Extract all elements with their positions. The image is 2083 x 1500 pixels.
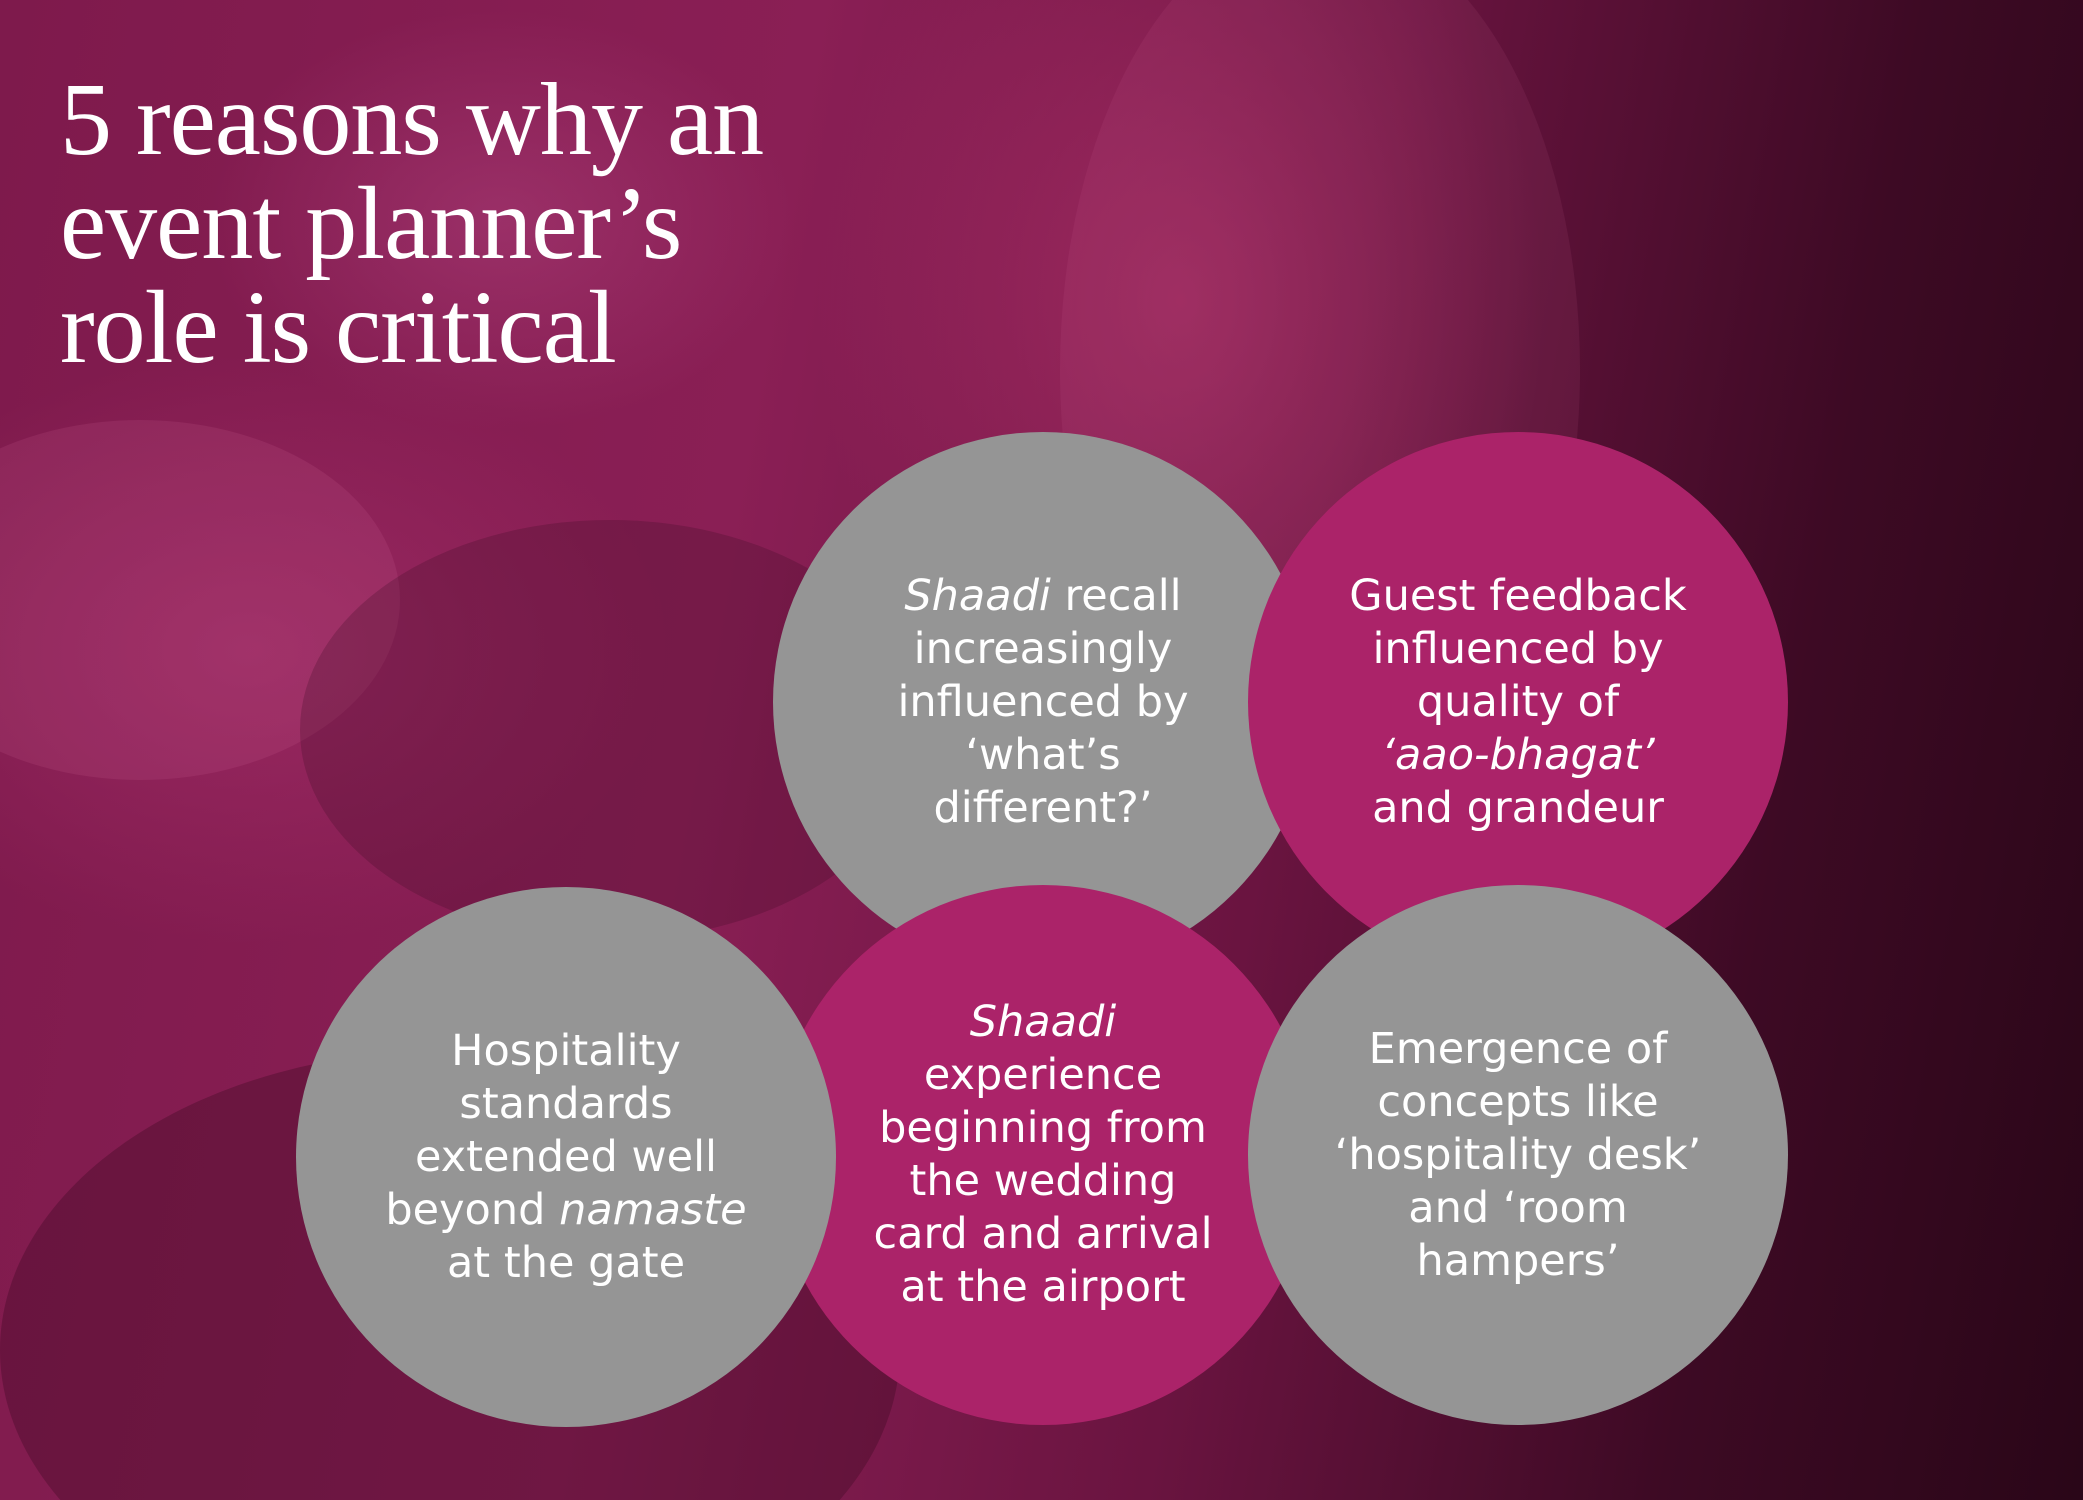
title-line-3: role is critical [60, 270, 617, 385]
reason-line: extended well [415, 1131, 717, 1182]
reason-line-text: recall [1050, 570, 1182, 621]
reason-line: card and arrival [873, 1209, 1213, 1259]
reason-text: Emergence of concepts like ‘hospitality … [1335, 1023, 1702, 1288]
reason-line: Shaadi recall [897, 570, 1188, 623]
reason-line: beginning from [879, 1103, 1207, 1153]
reason-line: hampers’ [1416, 1235, 1620, 1286]
reason-line: the wedding [909, 1156, 1177, 1206]
reason-circle-shaadi-experience: Shaadi experience beginning from the wed… [773, 885, 1313, 1425]
reason-italic-word: Shaadi [969, 997, 1117, 1047]
reason-text: Shaadi experience beginning from the wed… [873, 996, 1212, 1314]
reason-line: Hospitality [451, 1025, 681, 1076]
reason-circle-guest-feedback: Guest feedback influenced by quality of … [1248, 432, 1788, 972]
reason-line: standards [459, 1078, 673, 1129]
reason-circle-hospitality-standards: Hospitality standards extended well beyo… [296, 887, 836, 1427]
reason-line-text: beyond [385, 1184, 560, 1235]
reason-line: Shaadi [873, 996, 1212, 1049]
reason-text: Guest feedback influenced by quality of … [1349, 570, 1687, 835]
reason-line: Guest feedback [1349, 570, 1687, 621]
reason-line: concepts like [1377, 1076, 1659, 1127]
reason-line: beyond namaste [385, 1184, 746, 1237]
reason-italic-word: ‘aao-bhagat’ [1381, 729, 1655, 780]
reason-line: experience [923, 1050, 1163, 1100]
reason-text: Hospitality standards extended well beyo… [385, 1025, 746, 1290]
title-line-1: 5 reasons why an [60, 62, 764, 177]
reason-line: and grandeur [1372, 782, 1664, 833]
reason-line: at the airport [900, 1262, 1186, 1312]
reason-line: different?’ [933, 782, 1153, 833]
reason-line: Emergence of [1368, 1023, 1668, 1074]
reason-italic-word: Shaadi [904, 570, 1051, 621]
reason-circle-hospitality-desk: Emergence of concepts like ‘hospitality … [1248, 885, 1788, 1425]
reason-line: influenced by [1372, 623, 1664, 674]
reason-line: quality of [1416, 676, 1620, 727]
reason-line: ‘what’s [965, 729, 1121, 780]
reason-circle-shaadi-recall: Shaadi recall increasingly influenced by… [773, 432, 1313, 972]
reason-line: and ‘room [1408, 1182, 1628, 1233]
reason-italic-word: namaste [559, 1184, 747, 1235]
title-line-2: event planner’s [60, 166, 682, 281]
reason-line: at the gate [446, 1237, 686, 1288]
reason-line: influenced by [897, 676, 1189, 727]
reason-line: ‘aao-bhagat’ [1349, 729, 1687, 782]
reason-text: Shaadi recall increasingly influenced by… [897, 570, 1188, 835]
page-title: 5 reasons why an event planner’s role is… [60, 68, 1060, 380]
reason-line: ‘hospitality desk’ [1334, 1129, 1702, 1180]
reason-line: increasingly [913, 623, 1173, 674]
